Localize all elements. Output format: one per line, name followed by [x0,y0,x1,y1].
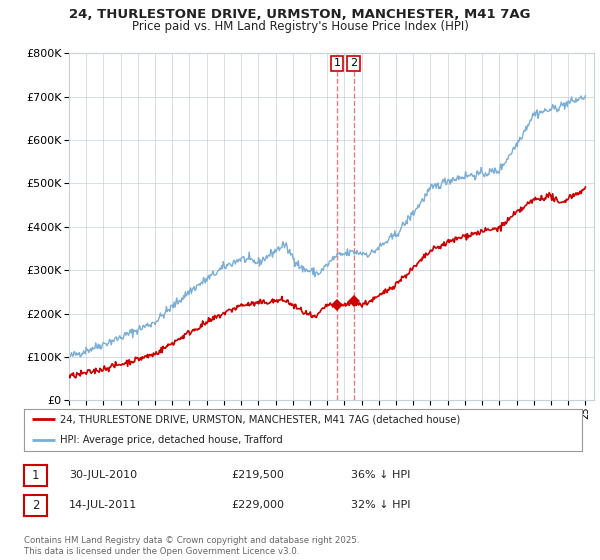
Text: 30-JUL-2010: 30-JUL-2010 [69,470,137,480]
Text: HPI: Average price, detached house, Trafford: HPI: Average price, detached house, Traf… [60,435,283,445]
Text: 36% ↓ HPI: 36% ↓ HPI [351,470,410,480]
Text: 24, THURLESTONE DRIVE, URMSTON, MANCHESTER, M41 7AG (detached house): 24, THURLESTONE DRIVE, URMSTON, MANCHEST… [60,414,461,424]
Text: Contains HM Land Registry data © Crown copyright and database right 2025.
This d: Contains HM Land Registry data © Crown c… [24,536,359,556]
Text: Price paid vs. HM Land Registry's House Price Index (HPI): Price paid vs. HM Land Registry's House … [131,20,469,32]
Text: £219,500: £219,500 [231,470,284,480]
Text: £229,000: £229,000 [231,500,284,510]
Text: 14-JUL-2011: 14-JUL-2011 [69,500,137,510]
Text: 32% ↓ HPI: 32% ↓ HPI [351,500,410,510]
Text: 2: 2 [350,58,357,68]
Text: 24, THURLESTONE DRIVE, URMSTON, MANCHESTER, M41 7AG: 24, THURLESTONE DRIVE, URMSTON, MANCHEST… [69,8,531,21]
Text: 1: 1 [32,469,39,482]
Text: 2: 2 [32,499,39,512]
Text: 1: 1 [334,58,341,68]
